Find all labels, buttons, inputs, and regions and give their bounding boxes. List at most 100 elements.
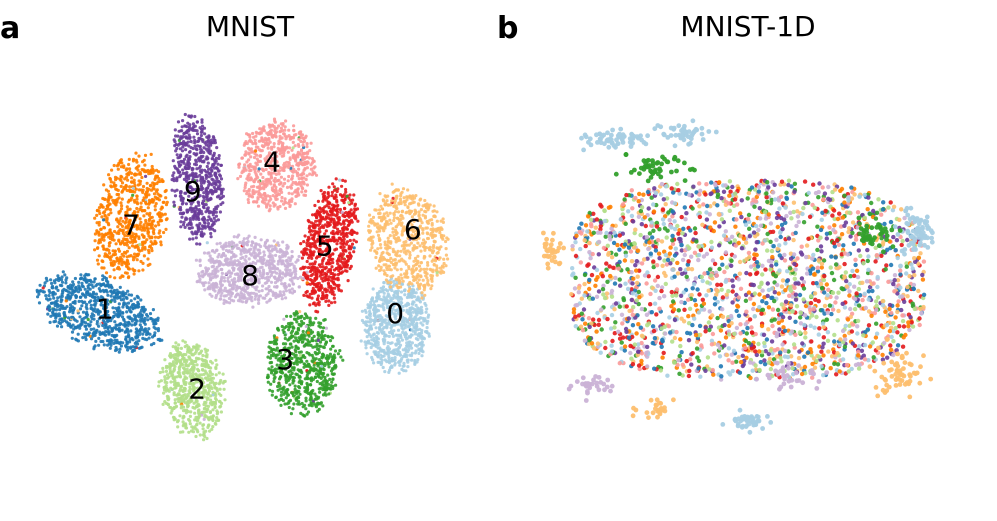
mnist-point <box>193 406 197 410</box>
mnist-point <box>151 308 155 312</box>
mnist-point <box>302 253 306 257</box>
mnist-point <box>374 266 378 270</box>
mnist-point <box>404 332 408 336</box>
mnist-point <box>65 289 69 293</box>
mnist-point <box>384 278 388 282</box>
mnist-point <box>202 407 206 411</box>
mnist-point <box>310 157 314 161</box>
mnist-point <box>303 265 307 269</box>
mnist-point <box>304 189 308 193</box>
mnist-point <box>426 319 430 323</box>
mnist-point <box>396 322 400 326</box>
mnist-point <box>423 248 427 252</box>
mnist-point <box>395 338 400 342</box>
mnist-point <box>427 283 431 287</box>
mnist-point <box>316 396 320 400</box>
mnist-point <box>338 349 342 353</box>
mnist-point <box>343 214 347 219</box>
mnist-point <box>172 406 176 411</box>
mnist-point <box>242 189 246 193</box>
mnist-point <box>365 335 369 339</box>
mnist-point <box>410 319 414 323</box>
mnist-point <box>428 254 432 258</box>
mnist-point <box>309 393 313 397</box>
mnist-point <box>259 186 263 190</box>
mnist-point <box>397 202 401 206</box>
mnist-point <box>219 378 223 383</box>
mnist-point <box>379 257 383 261</box>
mnist-point <box>376 343 380 347</box>
mnist-point <box>305 390 309 394</box>
mnist-point <box>301 329 305 334</box>
mnist-point <box>428 218 432 222</box>
mnist-point <box>299 242 303 246</box>
mnist-point <box>88 323 92 327</box>
mnist-point <box>410 268 414 272</box>
mnist-point <box>169 363 173 367</box>
mnist-point <box>274 130 279 134</box>
mnist-point <box>312 363 316 367</box>
mnist-point <box>68 297 72 301</box>
mnist-point <box>259 131 263 135</box>
mnist-point <box>109 343 113 347</box>
mnist-point <box>420 337 424 341</box>
mnist-point <box>280 390 284 394</box>
mnist-point <box>350 232 354 236</box>
mnist-point <box>312 321 316 325</box>
mnist-point <box>283 165 287 169</box>
mnist-point <box>375 251 379 255</box>
mnist-point <box>135 160 139 164</box>
mnist-point <box>280 154 284 158</box>
mnist-point <box>146 314 150 318</box>
mnist-point <box>113 335 117 339</box>
mnist-point <box>385 302 389 306</box>
mnist-point <box>68 303 73 307</box>
mnist-point <box>381 318 385 322</box>
mnist-point <box>368 229 372 233</box>
mnist-point <box>391 284 395 288</box>
mnist-point <box>422 256 426 260</box>
mnist-point <box>379 297 384 302</box>
mnist-point <box>417 203 421 207</box>
mnist-point <box>311 213 315 217</box>
mnist-point <box>298 130 302 135</box>
mnist-point <box>316 331 320 335</box>
mnist-point <box>95 258 100 262</box>
mnist-point <box>432 204 436 208</box>
mnist-point <box>308 282 312 286</box>
mnist-point <box>300 186 304 190</box>
mnist-point <box>390 182 394 186</box>
mnist-point <box>297 193 301 197</box>
mnist-point <box>126 334 130 338</box>
mnist-point <box>120 315 125 319</box>
mnist-point <box>316 211 321 215</box>
mnist-point <box>331 384 335 388</box>
mnist-point <box>48 290 52 295</box>
mnist-point <box>417 278 421 282</box>
mnist-point <box>341 231 345 235</box>
mnist-point <box>387 264 391 268</box>
mnist-point <box>182 378 186 382</box>
mnist-point <box>372 300 376 304</box>
mnist-point <box>284 137 288 141</box>
mnist-point <box>314 372 318 376</box>
mnist-point <box>331 280 336 284</box>
mnist-point <box>381 305 385 310</box>
mnist-point <box>247 194 251 198</box>
mnist-point <box>63 273 67 277</box>
mnist-point <box>38 283 42 287</box>
mnist-point <box>299 149 304 153</box>
mnist-point <box>389 299 393 303</box>
mnist-point <box>374 326 378 330</box>
mnist-point <box>292 326 296 330</box>
mnist-point <box>138 171 142 175</box>
mnist-point <box>182 356 186 360</box>
mnist-point <box>161 366 165 370</box>
mnist-point <box>371 287 375 291</box>
mnist-point <box>396 349 400 353</box>
mnist-point <box>380 316 384 320</box>
mnist-point <box>183 408 187 412</box>
mnist-point <box>52 320 56 324</box>
mnist-point <box>285 185 290 189</box>
mnist-point <box>174 346 178 350</box>
